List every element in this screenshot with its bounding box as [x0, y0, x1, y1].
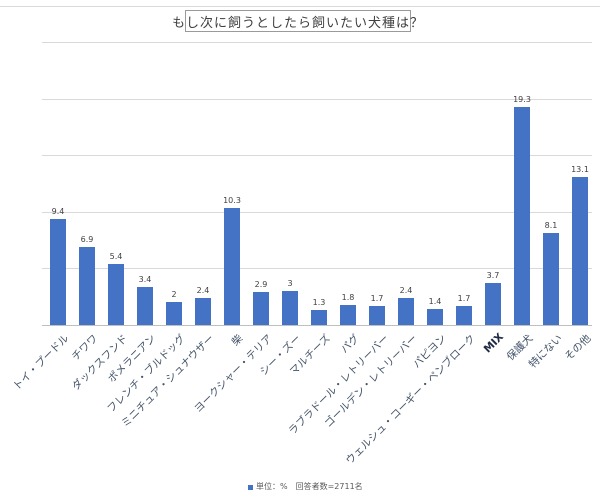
category-label: トイ・プードル [10, 332, 72, 393]
bar [195, 297, 211, 325]
bar [369, 305, 385, 325]
bar [50, 218, 66, 325]
bar [340, 304, 356, 325]
bar [108, 263, 124, 325]
data-label: 5.4 [109, 251, 123, 261]
legend: 単位：% 回答者数=2711名 [248, 481, 363, 492]
category-label: 柴 [229, 332, 246, 349]
category-label: その他 [562, 332, 594, 364]
data-label: 1.7 [370, 293, 384, 303]
data-label: 3 [287, 279, 293, 289]
bar [514, 106, 530, 325]
bar [166, 302, 182, 325]
bar [311, 310, 327, 325]
bar [137, 286, 153, 325]
bar [543, 233, 559, 325]
data-label: 3.7 [486, 271, 500, 281]
data-label: 19.3 [513, 94, 531, 104]
data-label: 3.4 [138, 274, 152, 284]
bar [456, 305, 472, 325]
category-label: MIX [481, 331, 506, 356]
bar [398, 297, 414, 325]
data-label: 9.4 [51, 206, 65, 216]
bar [79, 246, 95, 325]
data-label: 2 [171, 290, 177, 300]
gridline [42, 268, 592, 270]
gridline [42, 98, 592, 100]
data-label: 1.7 [457, 293, 471, 303]
data-label: 2.4 [399, 285, 413, 295]
gridline [42, 155, 592, 157]
data-label: 1.4 [428, 297, 442, 307]
data-label: 1.3 [312, 298, 326, 308]
bar [485, 283, 501, 325]
chart-title: もし次に飼うとしたら飼いたい犬種は？ [172, 10, 423, 32]
data-label: 2.4 [196, 285, 210, 295]
legend-swatch-icon [248, 485, 253, 490]
data-label: 6.9 [80, 234, 94, 244]
bar [224, 208, 240, 325]
x-axis-line [42, 325, 592, 326]
bar [282, 291, 298, 325]
data-label: 13.1 [571, 164, 589, 174]
legend-label: 単位：% 回答者数=2711名 [256, 482, 363, 491]
gridline [42, 211, 592, 213]
gridline [42, 42, 592, 43]
bar [253, 292, 269, 325]
data-label: 8.1 [544, 221, 558, 231]
bar [572, 176, 588, 325]
chart-frame-top-border [0, 6, 600, 7]
data-label: 10.3 [223, 196, 241, 206]
data-label: 2.9 [254, 280, 268, 290]
chart-title-text: もし次に飼うとしたら飼いたい犬種は？ [172, 15, 425, 31]
data-label: 1.8 [341, 292, 355, 302]
bar [427, 309, 443, 325]
